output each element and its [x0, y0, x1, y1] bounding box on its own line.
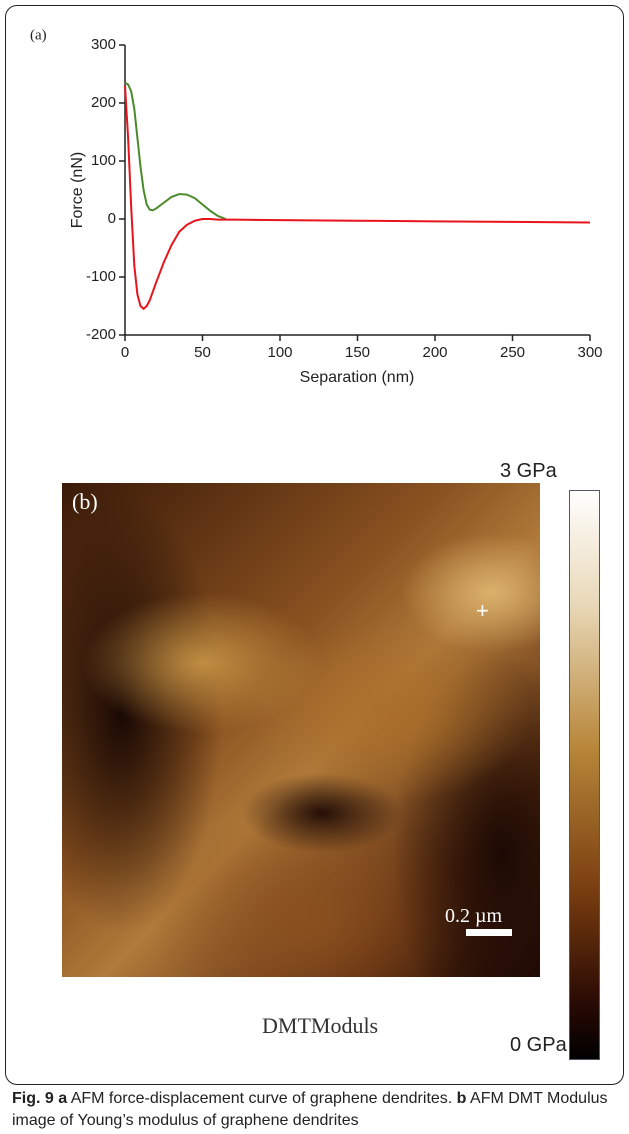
scale-bar	[466, 929, 512, 936]
afm-image: (b) + 0.2 µm	[62, 483, 540, 977]
caption-text: AFM force-displacement curve of graphene…	[67, 1090, 457, 1107]
y-tick-label: 300	[91, 36, 116, 53]
caption-text: Fig. 9	[12, 1090, 54, 1107]
y-tick-label: 100	[91, 152, 116, 169]
y-tick-label: 0	[108, 210, 116, 227]
scale-bar-label: 0.2 µm	[445, 905, 503, 927]
data-line	[124, 85, 591, 310]
chart: (a) Separation (nm) Force (nN) -200 -100 0…	[30, 27, 603, 386]
panel-label: (b)	[72, 489, 98, 514]
image-title: DMTModuls	[262, 1013, 379, 1038]
caption: Fig. 9 a AFM force-displacement curve of…	[12, 1088, 622, 1132]
x-tick-label: 50	[194, 344, 211, 361]
panel-label: (a)	[30, 27, 47, 43]
colorbar	[569, 490, 600, 1060]
cursor-mark: +	[476, 598, 489, 623]
x-tick-label: 100	[267, 344, 292, 361]
x-axis-label: Separation (nm)	[300, 369, 415, 386]
x-tick-label: 150	[345, 344, 370, 361]
caption-text: AFM DMT Modulus image of Young’s modulus…	[12, 1090, 608, 1129]
colorbar-min: 0 GPa	[510, 1034, 567, 1056]
x-tick-label: 300	[577, 344, 602, 361]
y-tick-label: -200	[86, 326, 116, 343]
x-tick-label: 0	[121, 344, 129, 361]
data-line	[124, 81, 227, 220]
figure-frame	[5, 5, 624, 1085]
colorbar-max: 3 GPa	[500, 460, 557, 482]
y-axis-label: Force (nN)	[69, 152, 86, 228]
caption-text: a	[58, 1090, 68, 1107]
caption-text: b	[456, 1090, 467, 1107]
y-tick-label: 200	[91, 94, 116, 111]
x-tick-label: 250	[500, 344, 525, 361]
x-tick-label: 200	[422, 344, 447, 361]
y-tick-label: -100	[86, 268, 116, 285]
